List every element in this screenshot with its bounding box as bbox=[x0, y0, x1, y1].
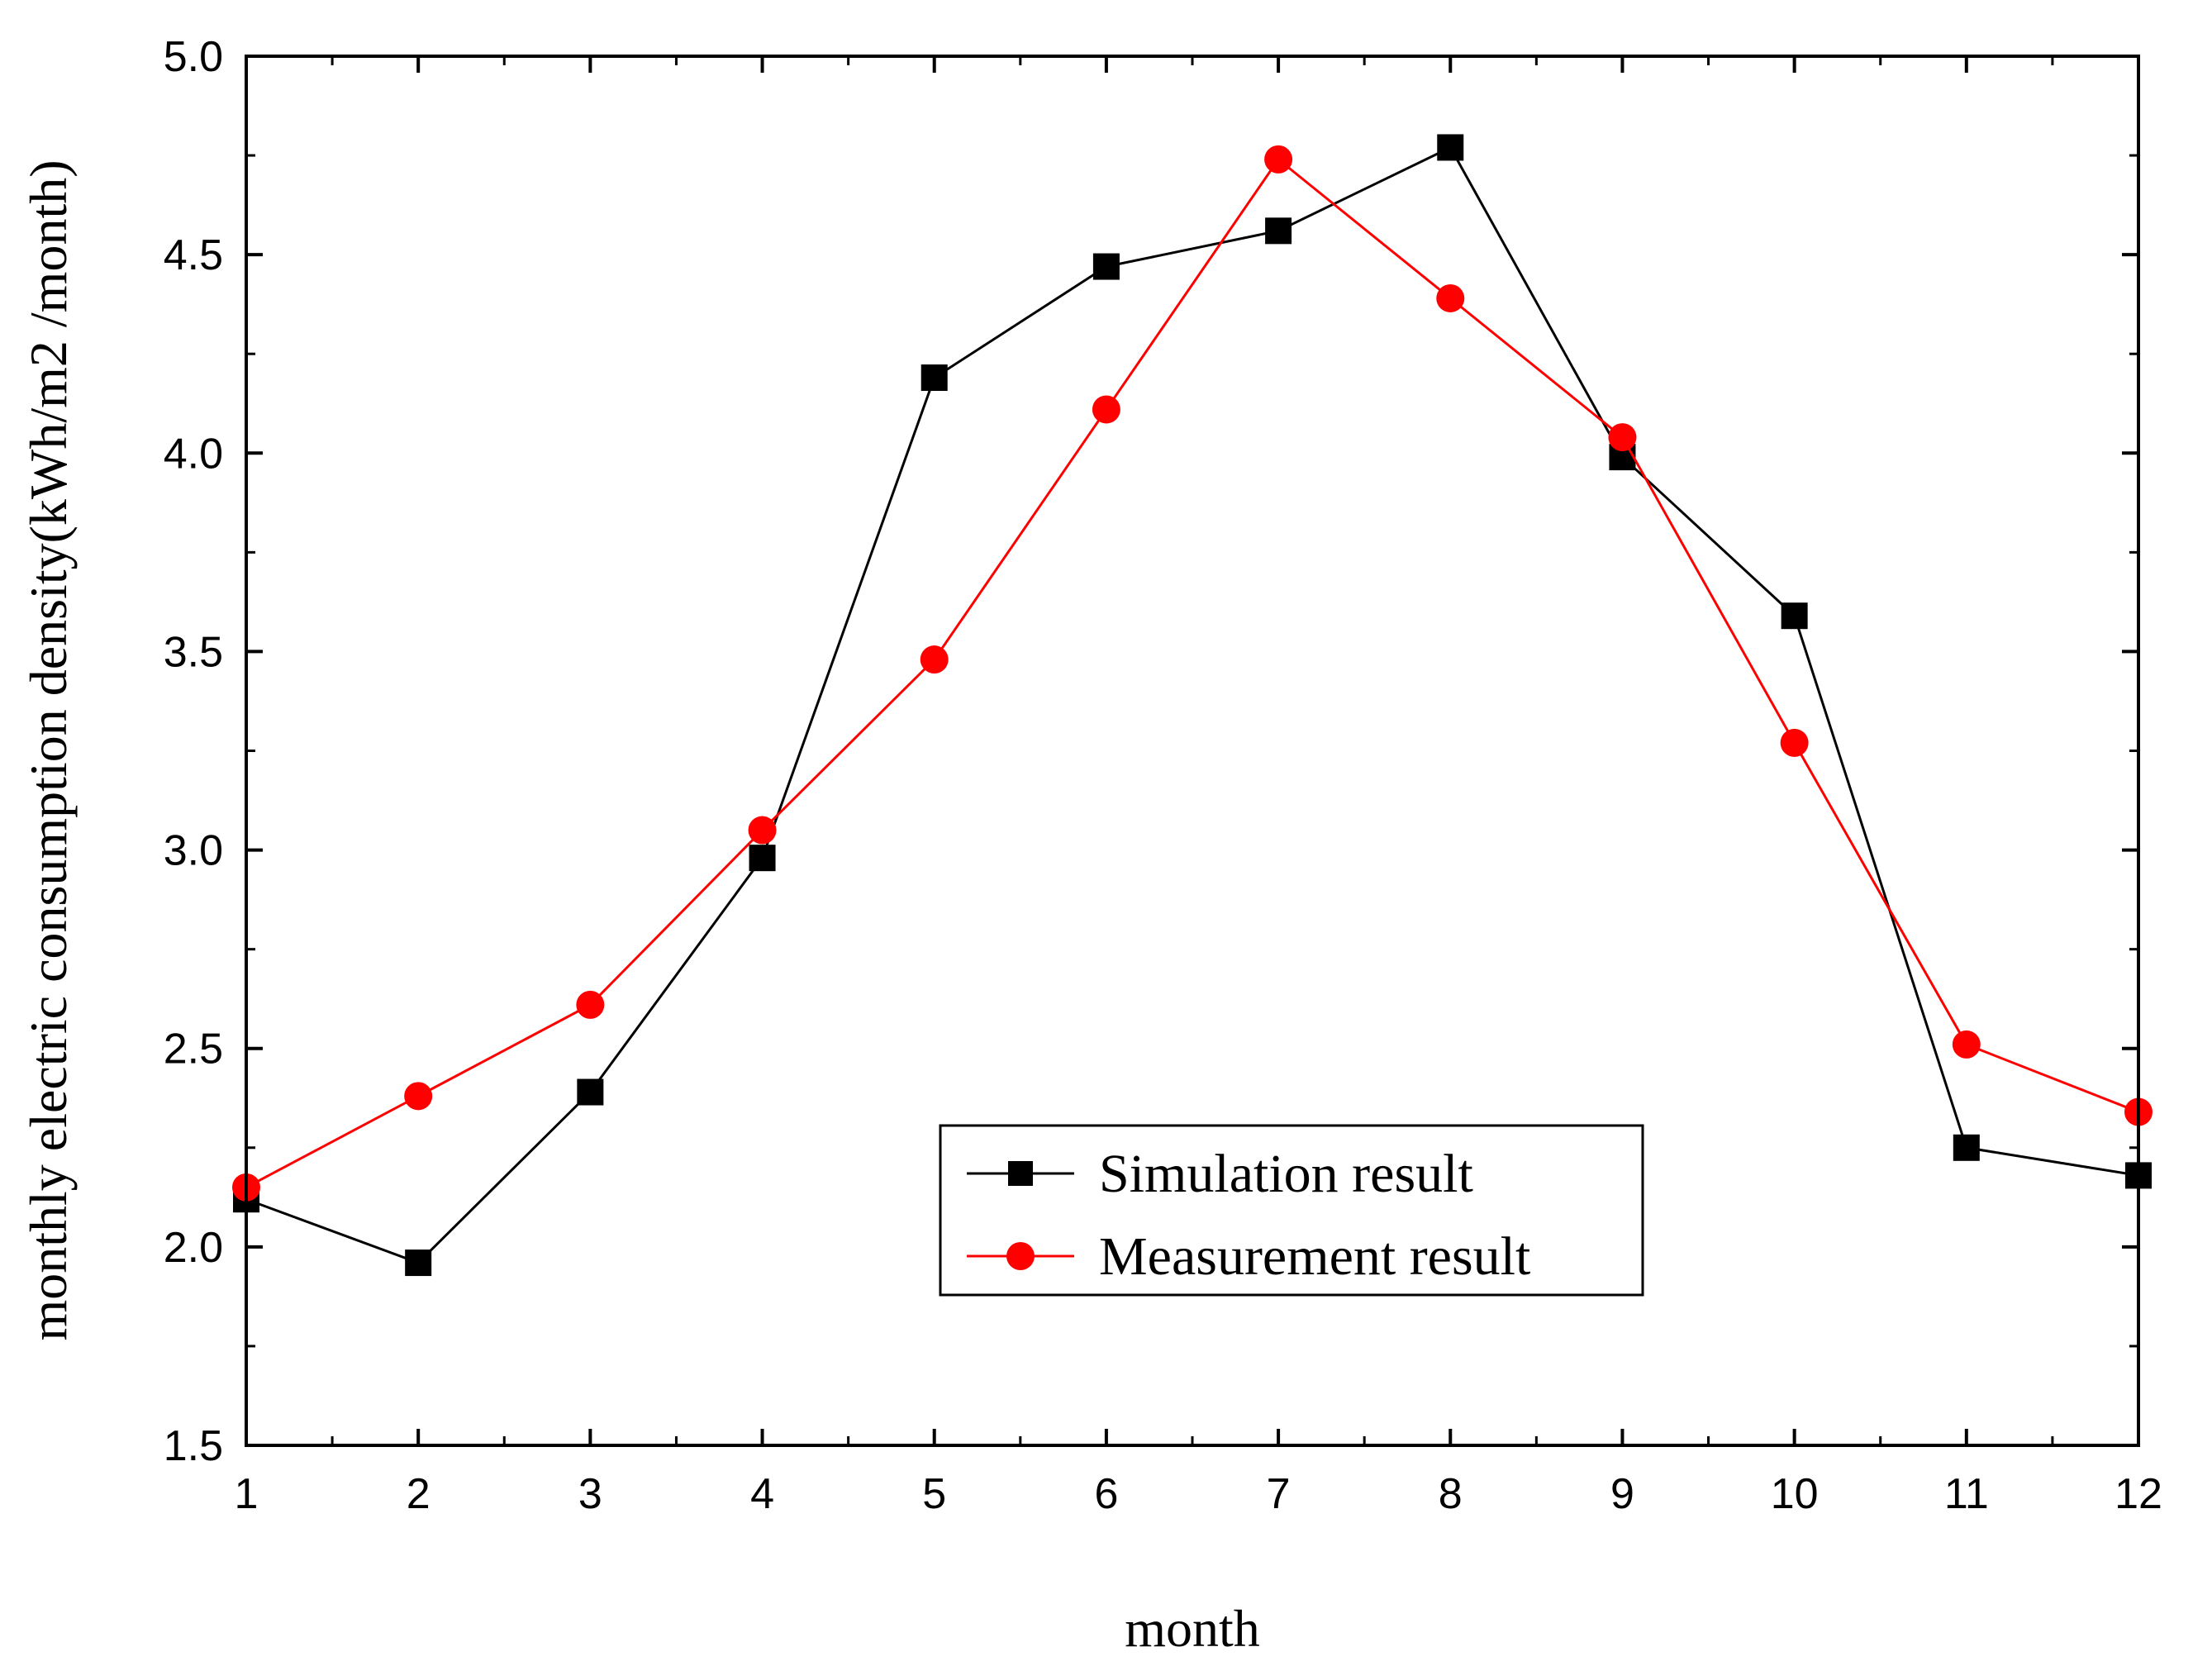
x-tick-label: 2 bbox=[407, 1470, 431, 1518]
data-point-measurement bbox=[1092, 395, 1120, 424]
y-tick-label: 1.5 bbox=[164, 1422, 223, 1470]
x-tick-label: 9 bbox=[1610, 1470, 1634, 1518]
x-axis-title: month bbox=[1125, 1599, 1260, 1658]
series-line-0 bbox=[245, 145, 2139, 1264]
y-tick-label: 2.0 bbox=[164, 1224, 223, 1272]
data-point-measurement bbox=[576, 990, 605, 1019]
y-tick-label: 3.5 bbox=[164, 628, 223, 676]
y-tick-label: 4.0 bbox=[164, 430, 223, 478]
legend: Simulation result Measurement result bbox=[939, 1124, 1644, 1297]
x-tick-label: 6 bbox=[1094, 1470, 1118, 1518]
data-point-measurement bbox=[1952, 1030, 1981, 1059]
data-point-simulation bbox=[1781, 602, 1808, 630]
data-point-measurement bbox=[920, 645, 949, 674]
data-point-simulation bbox=[920, 364, 948, 392]
x-tick-label: 1 bbox=[235, 1470, 259, 1518]
series-layer bbox=[232, 134, 2153, 1277]
x-tick-label: 7 bbox=[1267, 1470, 1291, 1518]
data-point-simulation bbox=[1092, 253, 1120, 280]
data-point-measurement bbox=[1436, 283, 1465, 312]
data-point-measurement bbox=[1608, 423, 1637, 452]
data-point-simulation bbox=[577, 1078, 604, 1106]
legend-label-measurement: Measurement result bbox=[1099, 1226, 1530, 1287]
y-axis-title: monthly electric consumption density(kWh… bbox=[19, 159, 78, 1340]
data-point-simulation bbox=[1953, 1134, 1980, 1161]
axis-ticks: 1 2 3 4 5 6 7 8 9 10 11 121.52.02.53.03.54.04.55.0 bbox=[164, 33, 2162, 1518]
data-point-simulation bbox=[1437, 134, 1464, 161]
x-tick-label: 10 bbox=[1771, 1470, 1819, 1518]
x-tick-label: 5 bbox=[922, 1470, 946, 1518]
data-point-simulation bbox=[405, 1250, 432, 1277]
x-tick-label: 8 bbox=[1439, 1470, 1463, 1518]
y-tick-label: 5.0 bbox=[164, 33, 223, 81]
data-point-measurement bbox=[1264, 145, 1293, 174]
y-tick-label: 4.5 bbox=[164, 231, 223, 279]
x-tick-label: 3 bbox=[578, 1470, 602, 1518]
data-point-simulation bbox=[1265, 217, 1292, 245]
y-tick-label: 2.5 bbox=[164, 1026, 223, 1073]
legend-marker-simulation bbox=[1008, 1161, 1033, 1186]
legend-box bbox=[939, 1124, 1644, 1297]
x-tick-label: 4 bbox=[750, 1470, 774, 1518]
x-tick-label: 12 bbox=[2114, 1470, 2162, 1518]
series-line-1 bbox=[245, 157, 2139, 1189]
legend-label-simulation: Simulation result bbox=[1099, 1144, 1473, 1204]
data-point-measurement bbox=[1780, 728, 1809, 757]
legend-marker-measurement bbox=[1006, 1242, 1035, 1270]
y-tick-label: 3.0 bbox=[164, 827, 223, 875]
data-point-measurement bbox=[404, 1082, 433, 1111]
data-point-simulation bbox=[749, 845, 776, 872]
plot-frame bbox=[245, 55, 2140, 1447]
x-tick-label: 11 bbox=[1944, 1470, 1989, 1518]
data-point-measurement bbox=[748, 816, 777, 845]
